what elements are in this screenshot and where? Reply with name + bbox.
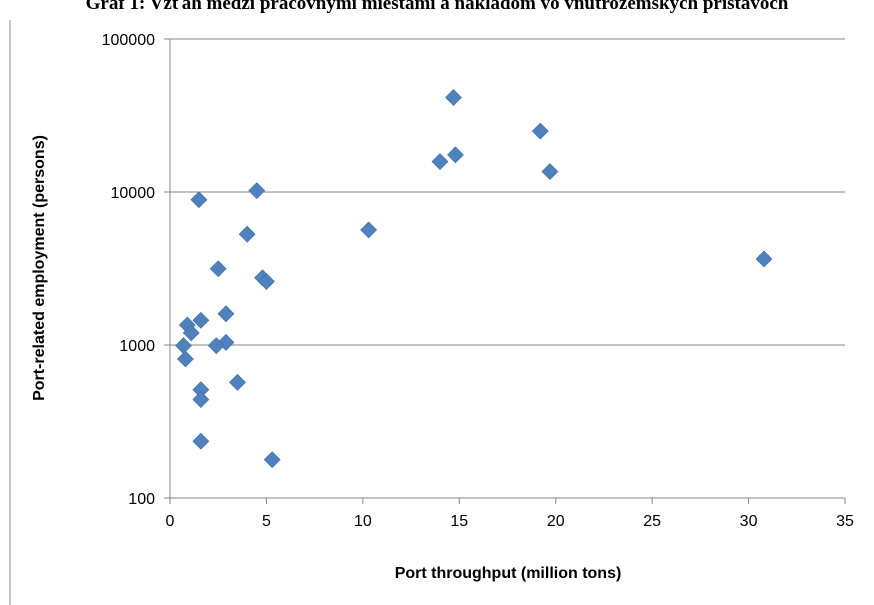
data-point: [248, 182, 266, 200]
chart-caption: Graf 1: Vzťah medzi pracovnými miestami …: [85, 0, 789, 14]
data-point: [182, 324, 200, 342]
x-tick-label: 10: [354, 513, 372, 530]
x-tick-label: 0: [166, 513, 175, 530]
chart-caption-wrapper: Graf 1: Vzťah medzi pracovnými miestami …: [0, 0, 874, 15]
x-tick-label: 25: [643, 513, 661, 530]
x-tick-label: 35: [836, 513, 854, 530]
data-point: [229, 373, 246, 391]
data-point: [175, 337, 192, 355]
data-point: [190, 191, 208, 209]
x-axis-label: Port throughput (million tons): [395, 565, 622, 582]
data-point: [755, 250, 773, 268]
data-point: [192, 432, 210, 450]
data-point: [447, 146, 464, 164]
data-points: [175, 89, 773, 469]
data-point: [177, 350, 194, 368]
data-point: [238, 225, 256, 243]
x-tick-label: 15: [450, 513, 468, 530]
data-point: [207, 337, 225, 355]
data-point: [192, 311, 210, 329]
data-point: [360, 221, 378, 239]
data-point: [531, 122, 549, 140]
data-point: [263, 451, 281, 469]
y-tick-label: 100000: [102, 32, 155, 49]
y-tick-labels: 100 1000 10000 100000: [102, 32, 155, 508]
y-tick-label: 10000: [111, 185, 156, 202]
data-point: [217, 305, 235, 323]
x-tick-label: 30: [740, 513, 758, 530]
gridlines: [170, 38, 845, 346]
axis-ticks: [164, 38, 846, 504]
data-point: [445, 89, 462, 106]
data-point: [431, 153, 449, 171]
data-point: [192, 391, 210, 408]
x-tick-labels: 0 5 10 15 20 25 30 35: [166, 513, 854, 530]
x-tick-label: 20: [547, 513, 565, 530]
data-point: [541, 163, 559, 180]
data-point: [258, 273, 275, 290]
y-axis-label: Port-related employment (persons): [31, 135, 48, 401]
data-point: [209, 260, 227, 278]
x-tick-label: 5: [262, 513, 271, 530]
y-tick-label: 100: [128, 491, 155, 508]
y-tick-label: 1000: [119, 338, 155, 355]
